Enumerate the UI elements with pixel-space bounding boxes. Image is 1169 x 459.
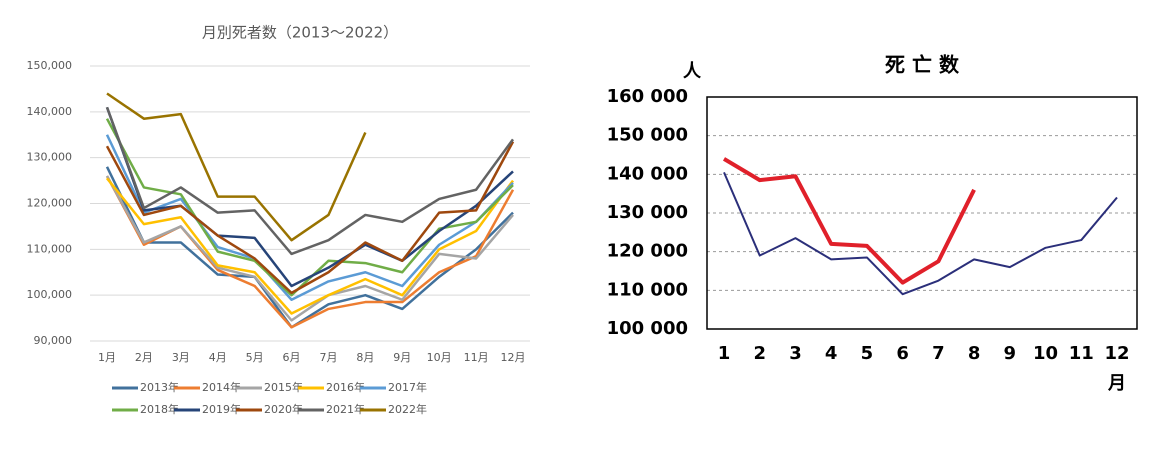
x-tick-label: 4月 bbox=[209, 351, 227, 364]
y-tick-label: 90,000 bbox=[34, 334, 73, 347]
x-tick-label: 4 bbox=[825, 343, 838, 364]
x-tick-label: 3月 bbox=[172, 351, 190, 364]
y-tick-label: 110,000 bbox=[27, 242, 73, 255]
y-tick-label: 120 000 bbox=[607, 241, 688, 262]
x-tick-label: 9月 bbox=[393, 351, 411, 364]
y-tick-label: 150 000 bbox=[607, 125, 688, 146]
legend-label: 2017年 bbox=[388, 380, 427, 394]
series-line bbox=[722, 157, 976, 285]
y-axis-label: 人 bbox=[683, 61, 702, 82]
x-tick-label: 6月 bbox=[283, 351, 301, 364]
x-tick-label: 10 bbox=[1033, 343, 1058, 364]
chart-title: 死 亡 数 bbox=[885, 53, 960, 77]
series-line bbox=[105, 141, 515, 295]
x-tick-label: 6 bbox=[896, 343, 909, 364]
x-tick-label: 2 bbox=[753, 343, 766, 364]
legend-label: 2016年 bbox=[326, 380, 365, 394]
legend-label: 2021年 bbox=[326, 402, 365, 416]
y-tick-label: 160 000 bbox=[607, 86, 688, 107]
x-tick-label: 10月 bbox=[427, 351, 452, 364]
y-tick-label: 140 000 bbox=[607, 163, 688, 184]
y-tick-label: 100 000 bbox=[607, 318, 688, 339]
series-line bbox=[106, 92, 367, 242]
x-tick-label: 8月 bbox=[356, 351, 374, 364]
x-tick-label: 2月 bbox=[135, 351, 153, 364]
x-tick-label: 3 bbox=[789, 343, 802, 364]
y-tick-label: 100,000 bbox=[27, 288, 73, 301]
y-tick-label: 120,000 bbox=[27, 197, 73, 210]
series-line bbox=[105, 106, 515, 256]
plot-frame bbox=[706, 96, 1138, 330]
legend-label: 2020年 bbox=[264, 402, 303, 416]
legend-label: 2014年 bbox=[202, 380, 241, 394]
legend-label: 2019年 bbox=[202, 402, 241, 416]
y-tick-label: 110 000 bbox=[607, 279, 688, 300]
x-tick-label: 9 bbox=[1004, 343, 1017, 364]
x-tick-label: 11 bbox=[1069, 343, 1094, 364]
x-tick-label: 12 bbox=[1104, 343, 1129, 364]
x-tick-label: 1 bbox=[718, 343, 731, 364]
x-tick-label: 8 bbox=[968, 343, 981, 364]
legend-label: 2013年 bbox=[140, 380, 179, 394]
series-line bbox=[106, 177, 515, 315]
y-tick-label: 140,000 bbox=[27, 105, 73, 118]
x-tick-label: 12月 bbox=[501, 351, 526, 364]
y-tick-label: 130 000 bbox=[607, 202, 688, 223]
y-tick-label: 150,000 bbox=[27, 59, 73, 72]
chart-title: 月別死者数（2013～2022） bbox=[202, 24, 398, 42]
legend-label: 2015年 bbox=[264, 380, 303, 394]
x-axis-label: 月 bbox=[1107, 373, 1126, 394]
x-tick-label: 7月 bbox=[319, 351, 337, 364]
series-line bbox=[723, 172, 1118, 296]
series-line bbox=[105, 134, 514, 301]
y-tick-label: 130,000 bbox=[27, 151, 73, 164]
series-line bbox=[105, 166, 514, 329]
x-tick-label: 7 bbox=[932, 343, 945, 364]
legend-label: 2018年 bbox=[140, 402, 179, 416]
x-tick-label: 1月 bbox=[98, 351, 116, 364]
legend-label: 2022年 bbox=[388, 402, 427, 416]
x-tick-label: 5月 bbox=[246, 351, 264, 364]
series-line bbox=[105, 175, 514, 322]
x-tick-label: 5 bbox=[861, 343, 874, 364]
x-tick-label: 11月 bbox=[464, 351, 489, 364]
